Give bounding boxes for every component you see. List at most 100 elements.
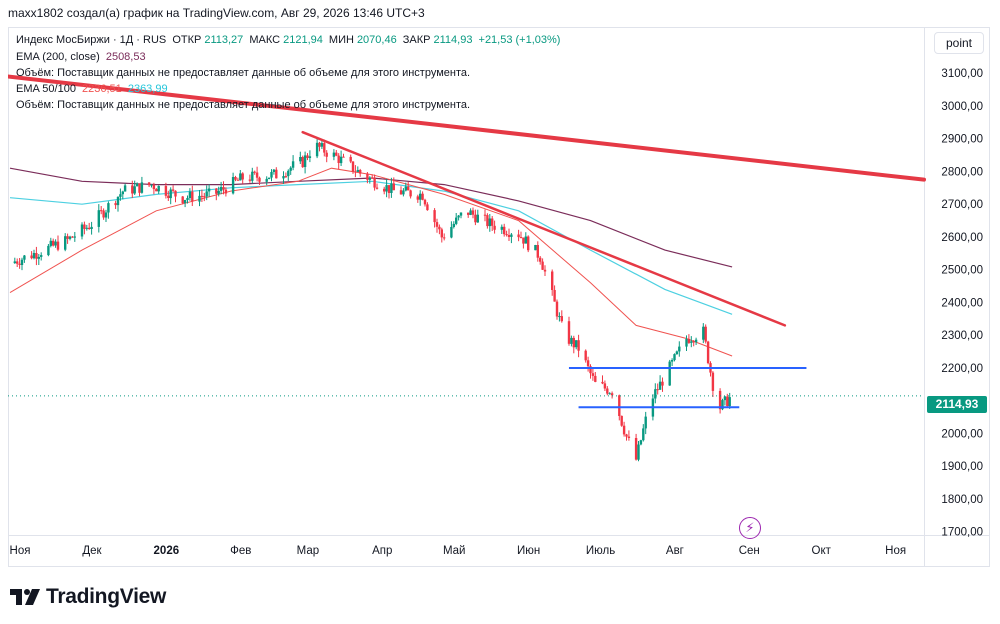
candle-body [97, 210, 100, 227]
y-tick-label: 2800,00 [941, 166, 983, 178]
x-tick-label: Фев [230, 545, 251, 557]
y-tick-label: 2600,00 [941, 232, 983, 244]
y-tick-label: 3100,00 [941, 68, 983, 80]
candle-body [488, 218, 491, 227]
candle-body [471, 210, 475, 215]
candle-body [152, 184, 156, 190]
candle-body [718, 390, 722, 410]
candle-body [272, 169, 276, 172]
candle-body [383, 188, 386, 192]
candle-body [399, 190, 403, 195]
candle-body [620, 415, 623, 426]
lightning-icon[interactable]: ⚡ [739, 517, 761, 539]
chart-frame [8, 27, 990, 567]
candle-body [270, 172, 273, 178]
candle-body [32, 253, 36, 259]
candle-body [706, 341, 710, 364]
candle-body [678, 346, 681, 352]
candle-body [157, 186, 160, 192]
candle-body [135, 183, 139, 187]
candle-body [174, 190, 177, 197]
candle-body [171, 189, 175, 191]
candle-body [608, 393, 611, 395]
candle-body [107, 203, 110, 213]
candle-body [534, 245, 537, 251]
candle-body [618, 395, 621, 416]
legend-high-label: МАКС [249, 34, 281, 46]
scale-mode-button[interactable]: point [934, 32, 984, 54]
y-tick-label: 3000,00 [941, 101, 983, 113]
candle-body [543, 269, 547, 272]
candle-body [318, 142, 321, 147]
x-tick-label: Сен [739, 545, 760, 557]
tv-logo-icon [10, 589, 40, 605]
candle-body [205, 191, 208, 197]
candle-body [450, 227, 453, 238]
candle-body [558, 316, 561, 318]
candle-body [20, 259, 24, 265]
candle-body [402, 190, 405, 195]
candle-body [685, 338, 688, 347]
candle-body [56, 241, 60, 250]
legend-ema200[interactable]: EMA (200, close) 2508,53 [16, 51, 149, 63]
candle-body [658, 381, 662, 390]
candle-body [426, 204, 429, 211]
candle-body [416, 196, 419, 200]
x-tick-label: Авг [666, 545, 684, 557]
candle-body [560, 316, 563, 322]
x-tick-label: Ноя [10, 545, 31, 557]
candle-body [284, 176, 288, 178]
legend-open-label: ОТКР [172, 34, 202, 46]
candle-body [589, 366, 592, 374]
legend-volume-1[interactable]: Объём: Поставщик данных не предоставляет… [16, 67, 473, 79]
volume-notice-2: Объём: Поставщик данных не предоставляет… [16, 99, 471, 111]
candle-body [337, 155, 340, 163]
candle-body [234, 177, 237, 180]
candle-body [356, 170, 359, 172]
candle-body [207, 188, 211, 192]
candle-body [474, 214, 477, 223]
candle-body [644, 416, 647, 429]
candle-body [603, 383, 607, 389]
candle-body [491, 218, 494, 226]
candle-body [368, 177, 371, 180]
legend-low-label: МИН [328, 34, 354, 46]
tradingview-logo[interactable]: TradingView [10, 584, 166, 610]
candle-body [661, 381, 664, 386]
legend-volume-2[interactable]: Объём: Поставщик данных не предоставляет… [16, 99, 473, 111]
candle-body [570, 337, 573, 344]
candle-body [584, 350, 587, 361]
candle-body [359, 170, 362, 174]
candle-body [222, 187, 225, 190]
candle-body [505, 234, 508, 236]
candle-body [306, 155, 309, 158]
candle-body [438, 226, 441, 230]
candle-body [308, 156, 312, 158]
candle-body [217, 190, 220, 194]
candle-body [656, 389, 659, 391]
candle-body [119, 194, 122, 197]
candle-body [200, 195, 204, 197]
candle-body [409, 190, 412, 197]
candle-body [721, 400, 724, 410]
candle-body [421, 193, 424, 200]
candle-body [625, 434, 628, 437]
candle-body [325, 152, 328, 157]
candle-body [251, 171, 254, 181]
legend-ema100-value: 2363,99 [127, 83, 168, 95]
candle-body [670, 360, 674, 362]
candle-body [433, 210, 436, 223]
candle-body [13, 261, 16, 264]
candle-body [71, 236, 74, 238]
candle-body [18, 263, 21, 265]
volume-notice-1: Объём: Поставщик данных не предоставляет… [16, 67, 471, 79]
x-tick-label: Июль [586, 545, 615, 557]
candle-body [203, 196, 206, 198]
candle-body [704, 326, 707, 342]
candle-body [73, 236, 76, 238]
legend-ema50-100[interactable]: EMA 50/100 2236,51 2363,99 [16, 83, 171, 95]
logo-text: TradingView [46, 585, 167, 608]
candle-body [375, 187, 379, 189]
candle-body [469, 210, 472, 215]
candle-body [47, 245, 50, 256]
